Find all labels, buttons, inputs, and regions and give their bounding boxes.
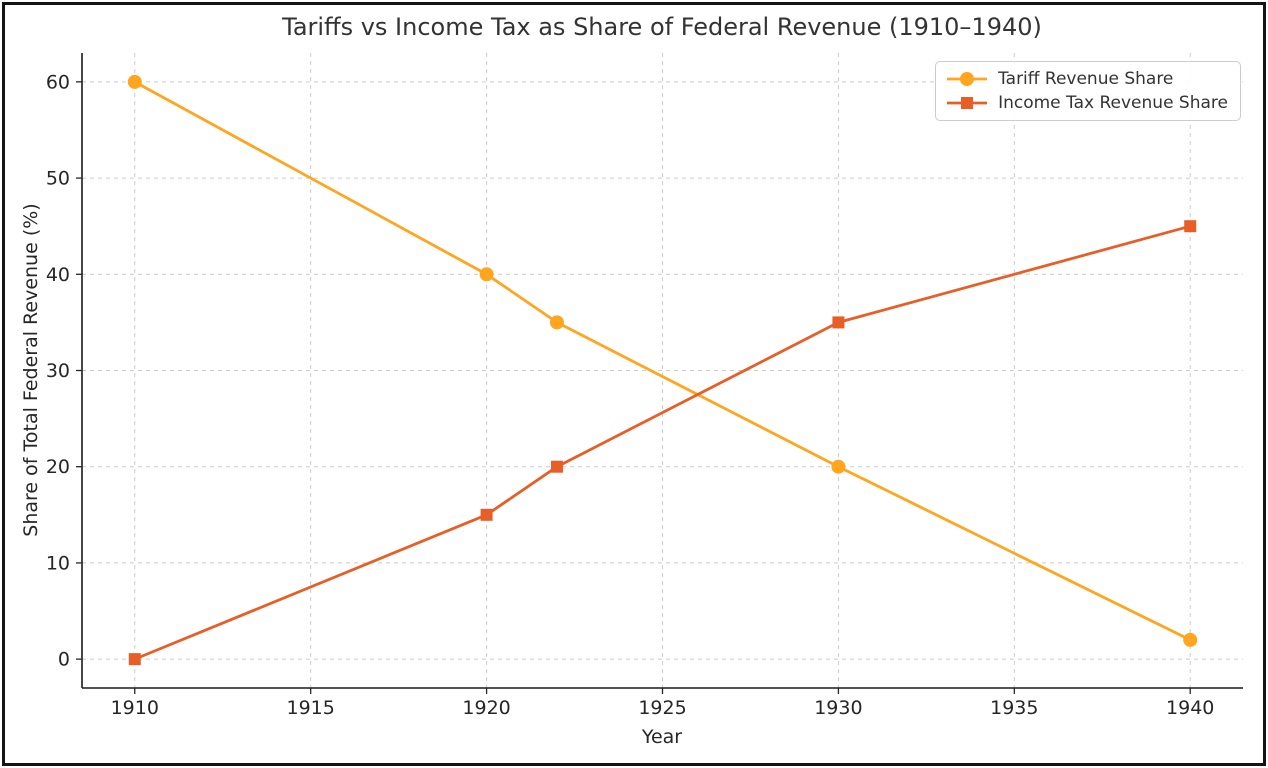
tick-marks (76, 81, 1191, 694)
legend-circle-swatch-icon (947, 72, 988, 86)
x-tick-label: 1930 (814, 697, 862, 719)
x-axis-label: Year (641, 726, 683, 748)
gridlines (82, 53, 1243, 688)
square-marker-icon (832, 316, 845, 329)
square-marker-icon (550, 460, 563, 473)
circle-marker-icon (1183, 632, 1198, 647)
tick-labels: 1910 1915 1920 1925 1930 1935 1940 0 10 20 30 40 50 6… (46, 71, 1215, 719)
y-tick-label: 30 (46, 360, 70, 382)
legend: Tariff Revenue Share Income Tax Revenue S… (935, 61, 1241, 121)
x-tick-label: 1925 (638, 697, 686, 719)
y-tick-label: 0 (58, 649, 70, 671)
x-tick-label: 1910 (111, 697, 159, 719)
legend-item-income-tax-revenue-share: Income Tax Revenue Share (946, 93, 1228, 113)
legend-label: Income Tax Revenue Share (998, 93, 1228, 113)
x-tick-label: 1915 (287, 697, 335, 719)
series-line (133, 224, 1192, 661)
y-tick-label: 10 (46, 552, 70, 574)
y-axis-label: Share of Total Federal Revenue (%) (20, 203, 42, 537)
series-income-tax-revenue-share (128, 220, 1197, 666)
y-tick-label: 40 (46, 264, 70, 286)
circle-marker-icon (549, 315, 564, 330)
x-tick-label: 1920 (462, 697, 510, 719)
y-tick-label: 20 (46, 456, 70, 478)
legend-item-tariff-revenue-share: Tariff Revenue Share (946, 69, 1228, 89)
legend-label: Tariff Revenue Share (998, 69, 1174, 89)
x-tick-label: 1935 (990, 697, 1038, 719)
circle-marker-icon (831, 459, 846, 474)
square-marker-icon (128, 653, 141, 666)
series-tariff-revenue-share (127, 74, 1198, 647)
y-tick-label: 60 (46, 71, 70, 93)
square-marker-icon (1184, 220, 1197, 233)
circle-marker-icon (127, 74, 142, 89)
y-tick-label: 50 (46, 168, 70, 190)
x-tick-label: 1940 (1166, 697, 1214, 719)
chart-title: Tariffs vs Income Tax as Share of Federa… (282, 13, 1042, 41)
circle-marker-icon (479, 267, 494, 282)
square-marker-icon (480, 508, 493, 521)
legend-square-swatch-icon (947, 97, 988, 109)
